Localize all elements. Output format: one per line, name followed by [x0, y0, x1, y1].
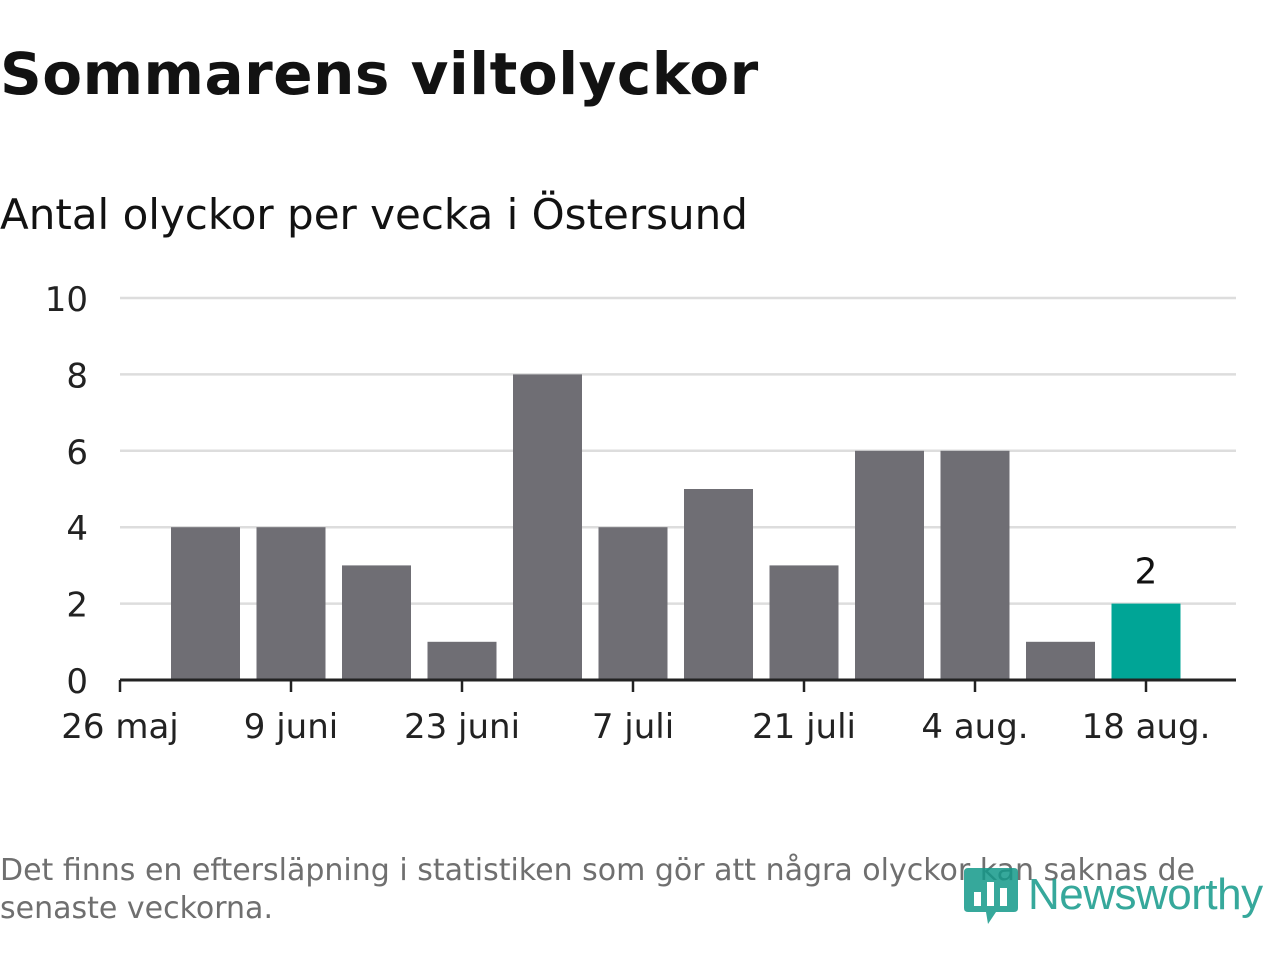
y-tick-label: 8 — [66, 356, 88, 396]
bar — [1026, 641, 1095, 680]
y-tick-label: 6 — [66, 433, 88, 473]
bar — [598, 527, 668, 680]
y-tick-label: 10 — [45, 280, 88, 320]
bar-chart: 0 2 4 6 8 10 2 26 maj 9 juni 23 juni 7 juli 21 juli… — [45, 280, 1236, 747]
x-tick-label: 21 juli — [752, 707, 856, 747]
bar — [171, 527, 240, 680]
bar — [427, 641, 497, 680]
x-tick-label: 9 juni — [244, 707, 338, 747]
newsworthy-logo-icon — [964, 868, 1018, 924]
bar — [855, 450, 924, 680]
x-tick-label: 7 juli — [592, 707, 674, 747]
bar — [513, 374, 582, 680]
brand-name: Newsworthy — [1028, 870, 1263, 919]
x-tick-label: 23 juni — [404, 707, 520, 747]
bar-highlight — [1111, 603, 1181, 680]
bar — [769, 565, 839, 680]
bar — [684, 489, 753, 680]
bar — [342, 565, 411, 680]
brand-logo: Newsworthy — [962, 860, 1263, 930]
y-tick-label: 0 — [66, 662, 88, 702]
bar — [256, 527, 326, 680]
chart-subtitle: Antal olyckor per vecka i Östersund — [0, 190, 748, 239]
x-tick-label: 26 maj — [61, 707, 178, 747]
bar — [940, 450, 1010, 680]
y-tick-label: 4 — [66, 509, 88, 549]
x-tick-label: 4 aug. — [921, 707, 1028, 747]
chart-title: Sommarens viltolyckor — [0, 40, 759, 108]
data-label: 2 — [1135, 552, 1158, 593]
y-tick-label: 2 — [66, 586, 88, 626]
x-tick-label: 18 aug. — [1082, 707, 1211, 747]
